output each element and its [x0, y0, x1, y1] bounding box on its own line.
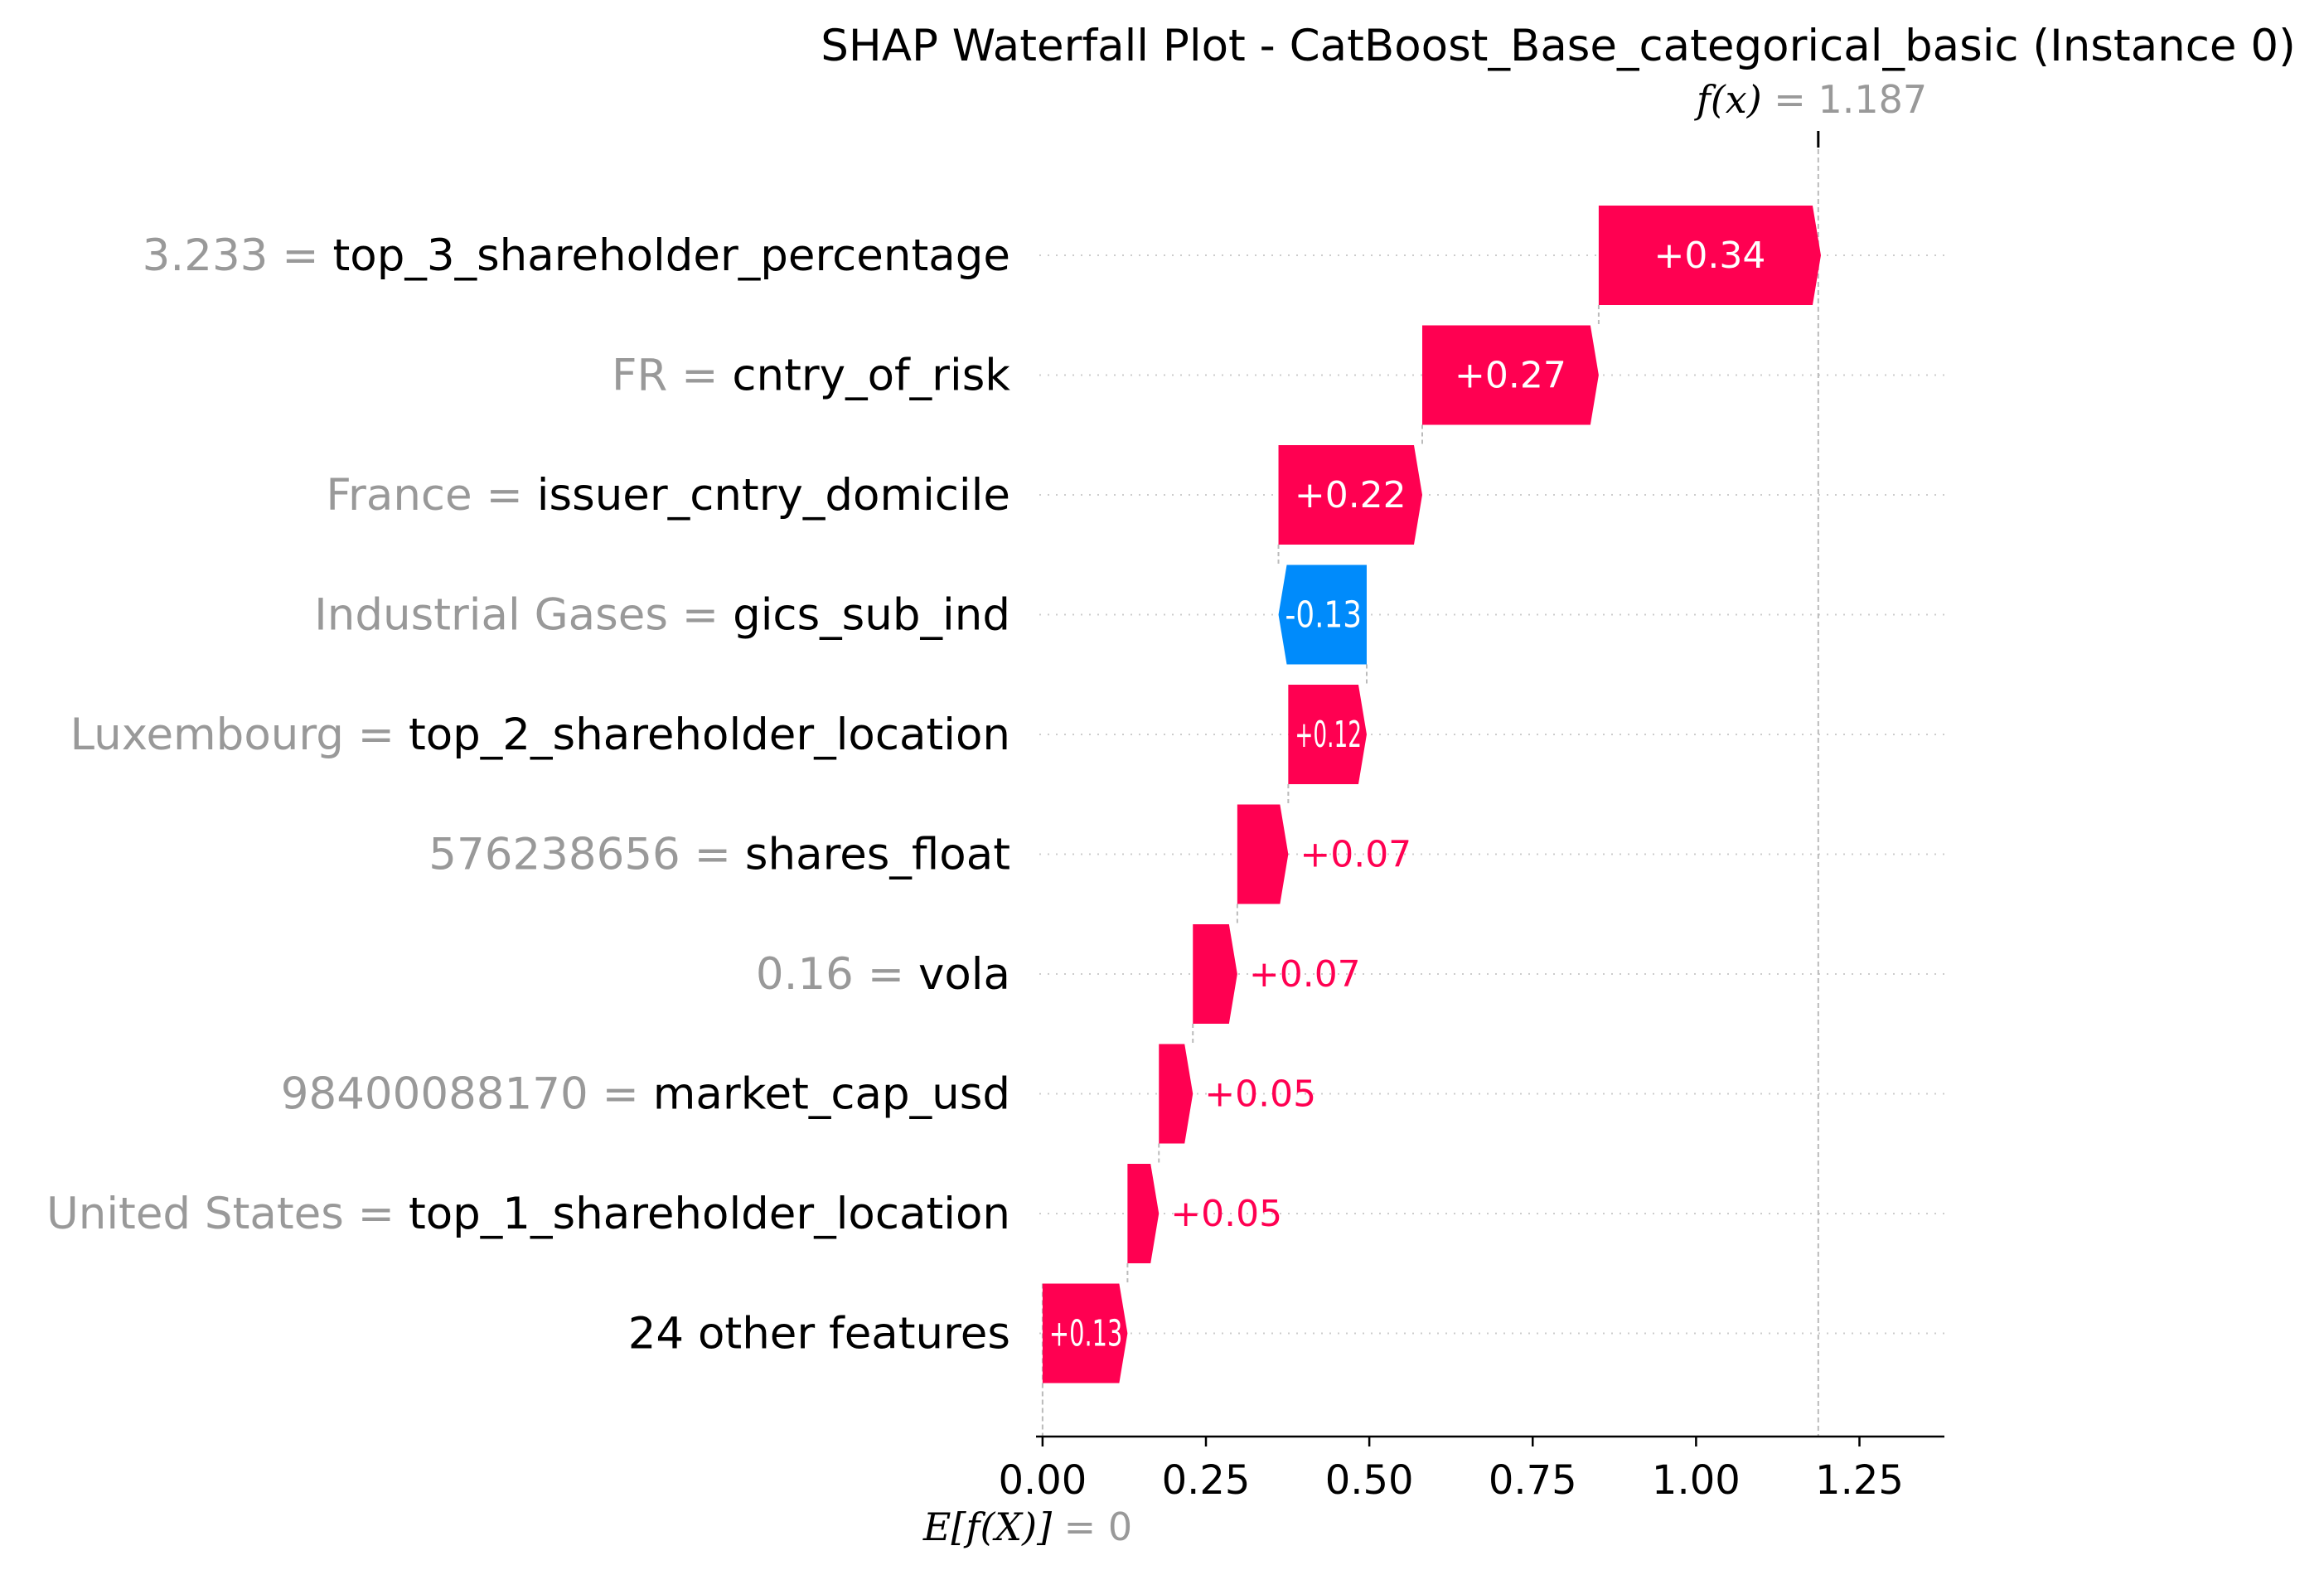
feature-value: France =: [326, 470, 536, 521]
feature-label: United States = top_1_shareholder_locati…: [46, 1189, 1010, 1239]
expected-value-label: E[f(X)] = 0: [922, 1505, 1132, 1549]
feature-value: 0.16 =: [756, 949, 918, 1000]
connector-lines: [1041, 131, 1820, 1437]
feature-label: 98400088170 = market_cap_usd: [281, 1069, 1010, 1120]
x-tick-label: 0.25: [1162, 1457, 1251, 1504]
feature-name: top_2_shareholder_location: [409, 710, 1010, 760]
feature-name: gics_sub_ind: [733, 590, 1010, 641]
row-labels: 3.233 = top_3_shareholder_percentage FR =…: [46, 230, 1010, 1359]
bar-value-label: +0.05: [1204, 1073, 1316, 1116]
feature-name: 24 other features: [628, 1309, 1010, 1359]
bar-value-label: +0.34: [1654, 235, 1766, 277]
expected-value-math: E[f(X)]: [922, 1505, 1052, 1549]
x-tick-label: 0.00: [998, 1457, 1087, 1504]
feature-value: Industrial Gases =: [314, 590, 733, 641]
feature-value: United States =: [46, 1189, 409, 1239]
bar-value-label: -0.13: [1285, 594, 1362, 637]
feature-value: FR =: [612, 351, 732, 401]
bar-5: [1288, 685, 1367, 784]
feature-value: Luxembourg =: [70, 710, 409, 760]
chart-title: SHAP Waterfall Plot - CatBoost_Base_cate…: [821, 21, 2296, 71]
feature-value: 3.233 =: [143, 230, 333, 281]
feature-label: FR = cntry_of_risk: [612, 351, 1010, 401]
feature-label: 0.16 = vola: [756, 949, 1010, 1000]
bar-value-label: +0.05: [1170, 1193, 1282, 1235]
x-tick-label: 0.50: [1325, 1457, 1414, 1504]
row-gridlines: [1039, 254, 1944, 1335]
feature-label: 3.233 = top_3_shareholder_percentage: [143, 230, 1010, 281]
x-tick-label: 1.25: [1815, 1457, 1904, 1504]
feature-label: 24 other features: [628, 1309, 1010, 1359]
bar-value-label: +0.12: [1295, 714, 1362, 756]
feature-name: vola: [918, 949, 1010, 1000]
bar-value-label: +0.07: [1300, 834, 1411, 876]
bar-value-label: +0.27: [1455, 355, 1566, 397]
final-value-label: f(x) = 1.187: [1694, 77, 1927, 122]
expected-value-number: = 0: [1052, 1505, 1132, 1549]
feature-value: 98400088170 =: [281, 1069, 653, 1120]
bar-1: [1598, 206, 1821, 305]
bar-4: [1278, 565, 1367, 665]
feature-label: Luxembourg = top_2_shareholder_location: [70, 710, 1010, 760]
bar-8: [1159, 1044, 1193, 1144]
bar-value-label: +0.22: [1295, 474, 1407, 516]
x-axis: 0.00 0.25 0.50 0.75 1.00 1.25: [998, 1435, 1944, 1504]
feature-name: top_1_shareholder_location: [409, 1189, 1010, 1239]
feature-label: 576238656 = shares_float: [428, 830, 1010, 880]
bar-6: [1237, 804, 1289, 904]
expected-final-annotations: f(x) = 1.187 E[f(X)] = 0: [922, 77, 1927, 1549]
bar-10: [1042, 1283, 1128, 1383]
bar-value-label: +0.13: [1049, 1313, 1123, 1355]
final-value-math: f(x): [1694, 77, 1762, 122]
x-tick-label: 0.75: [1489, 1457, 1577, 1504]
bar-2: [1421, 325, 1599, 425]
bar-9: [1127, 1164, 1160, 1263]
feature-value: 576238656 =: [428, 830, 745, 880]
bar-7: [1193, 924, 1237, 1024]
bars: +0.34 +0.27 +0.22 -0.13 +0.12 +0.07 +0.07 +0.05…: [1042, 206, 1821, 1383]
bar-value-label: +0.07: [1249, 953, 1361, 996]
final-value-number: = 1.187: [1762, 77, 1927, 122]
feature-name: cntry_of_risk: [732, 351, 1010, 401]
feature-label: Industrial Gases = gics_sub_ind: [314, 590, 1010, 641]
feature-label: France = issuer_cntry_domicile: [326, 470, 1010, 521]
bar-3: [1278, 445, 1422, 545]
feature-name: shares_float: [745, 830, 1010, 880]
feature-name: top_3_shareholder_percentage: [333, 230, 1011, 281]
feature-name: issuer_cntry_domicile: [537, 470, 1010, 521]
x-tick-label: 1.00: [1652, 1457, 1741, 1504]
feature-name: market_cap_usd: [653, 1069, 1010, 1120]
